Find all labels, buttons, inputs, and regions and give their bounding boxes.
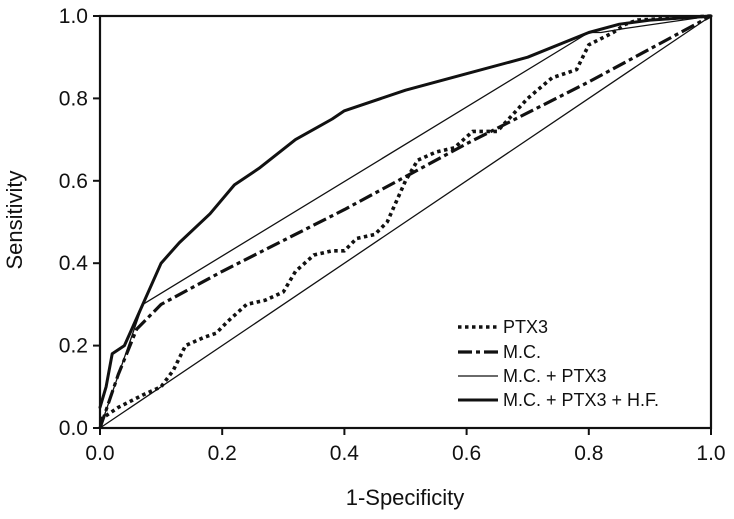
diagonal-layer: [99, 15, 712, 429]
y-tick-label: 0.8: [59, 87, 88, 110]
legend: PTX3 M.C. M.C. + PTX3 M.C. + PTX3 + H.F.: [458, 317, 659, 410]
plot-frame: [98, 14, 713, 430]
y-tick-label: 0.2: [59, 335, 88, 358]
x-tick-label: 1.0: [696, 442, 725, 465]
tick-layer: 0.0 0.2 0.4 0.6 0.8 1.0 0.0 0.2 0.4 0.6 0.8 1.0: [59, 5, 726, 465]
x-tick-label: 0.2: [208, 442, 237, 465]
x-tick-label: 0.6: [452, 442, 481, 465]
x-axis-label: 1-Specificity: [346, 485, 465, 510]
legend-label-1: PTX3: [503, 317, 548, 337]
diagonal-reference-line: [99, 15, 712, 429]
y-axis-label: Sensitivity: [2, 170, 27, 269]
legend-label-2: M.C.: [503, 342, 541, 362]
y-tick-label: 1.0: [59, 5, 88, 28]
series-line-1: [98, 14, 712, 422]
series-line-3: [99, 15, 712, 429]
y-tick-label: 0.0: [59, 417, 88, 440]
x-tick-label: 0.4: [330, 442, 360, 465]
y-tick-label: 0.6: [59, 170, 88, 193]
x-tick-label: 0.8: [574, 442, 603, 465]
series-layer: [98, 14, 713, 429]
axis-layer: [98, 14, 713, 430]
legend-label-4: M.C. + PTX3 + H.F.: [503, 390, 659, 410]
legend-label-3: M.C. + PTX3: [503, 366, 607, 386]
series-line-4: [98, 14, 713, 409]
y-tick-label: 0.4: [59, 252, 89, 275]
x-tick-label: 0.0: [85, 442, 114, 465]
